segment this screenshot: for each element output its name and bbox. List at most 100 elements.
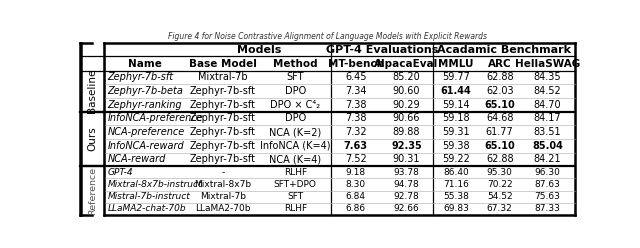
Text: 65.10: 65.10 bbox=[484, 141, 515, 151]
Text: Reference: Reference bbox=[88, 167, 97, 215]
Text: 92.35: 92.35 bbox=[391, 141, 422, 151]
Text: Mistral-7b-instruct: Mistral-7b-instruct bbox=[108, 192, 190, 201]
Text: 6.86: 6.86 bbox=[346, 204, 365, 213]
Text: Ours: Ours bbox=[88, 126, 97, 151]
Text: 75.63: 75.63 bbox=[534, 192, 561, 201]
Text: 92.78: 92.78 bbox=[394, 192, 419, 201]
Text: 90.29: 90.29 bbox=[393, 100, 420, 110]
Text: Base Model: Base Model bbox=[189, 59, 257, 68]
Text: 90.66: 90.66 bbox=[393, 113, 420, 124]
Text: Figure 4 for Noise Contrastive Alignment of Language Models with Explicit Reward: Figure 4 for Noise Contrastive Alignment… bbox=[168, 32, 488, 41]
Text: NCA-reward: NCA-reward bbox=[108, 155, 166, 164]
Text: 83.51: 83.51 bbox=[534, 127, 561, 137]
Text: Mixtral-7b: Mixtral-7b bbox=[200, 192, 246, 201]
Text: 70.22: 70.22 bbox=[487, 180, 513, 189]
Text: DPO: DPO bbox=[285, 86, 306, 96]
Text: Zephyr-ranking: Zephyr-ranking bbox=[108, 100, 182, 110]
Text: GPT-4 Evaluations: GPT-4 Evaluations bbox=[326, 45, 438, 55]
Text: 7.63: 7.63 bbox=[344, 141, 367, 151]
Text: 6.84: 6.84 bbox=[346, 192, 365, 201]
Text: 90.31: 90.31 bbox=[393, 155, 420, 164]
Text: RLHF: RLHF bbox=[284, 168, 307, 177]
Text: 61.44: 61.44 bbox=[441, 86, 472, 96]
Text: 7.34: 7.34 bbox=[345, 86, 366, 96]
Text: 69.83: 69.83 bbox=[443, 204, 469, 213]
Text: GPT-4: GPT-4 bbox=[108, 168, 133, 177]
Text: LLaMA2-70b: LLaMA2-70b bbox=[195, 204, 251, 213]
Text: 90.60: 90.60 bbox=[393, 86, 420, 96]
Text: 89.88: 89.88 bbox=[393, 127, 420, 137]
Text: Zephyr-7b-sft: Zephyr-7b-sft bbox=[190, 113, 256, 124]
Text: Zephyr-7b-sft: Zephyr-7b-sft bbox=[108, 72, 173, 82]
Text: 96.30: 96.30 bbox=[534, 168, 561, 177]
Text: 54.52: 54.52 bbox=[487, 192, 513, 201]
Text: 87.63: 87.63 bbox=[534, 180, 561, 189]
Text: Zephyr-7b-sft: Zephyr-7b-sft bbox=[190, 100, 256, 110]
Text: Models: Models bbox=[237, 45, 281, 55]
Text: Acadamic Benchmark: Acadamic Benchmark bbox=[437, 45, 571, 55]
Text: 86.40: 86.40 bbox=[444, 168, 469, 177]
Text: 93.78: 93.78 bbox=[394, 168, 419, 177]
Text: 59.14: 59.14 bbox=[442, 100, 470, 110]
Text: 6.45: 6.45 bbox=[345, 72, 366, 82]
Text: 59.38: 59.38 bbox=[442, 141, 470, 151]
Text: 71.16: 71.16 bbox=[443, 180, 469, 189]
Text: Zephyr-7b-sft: Zephyr-7b-sft bbox=[190, 155, 256, 164]
Text: SFT: SFT bbox=[287, 192, 303, 201]
Text: 59.22: 59.22 bbox=[442, 155, 470, 164]
Text: LLaMA2-chat-70b: LLaMA2-chat-70b bbox=[108, 204, 186, 213]
Text: 7.38: 7.38 bbox=[345, 113, 366, 124]
Text: 84.52: 84.52 bbox=[534, 86, 561, 96]
Text: NCA (K=2): NCA (K=2) bbox=[269, 127, 321, 137]
Text: 84.70: 84.70 bbox=[534, 100, 561, 110]
Text: 85.20: 85.20 bbox=[393, 72, 420, 82]
Text: 67.32: 67.32 bbox=[487, 204, 513, 213]
Text: 62.88: 62.88 bbox=[486, 72, 513, 82]
Text: 92.66: 92.66 bbox=[394, 204, 419, 213]
Text: DPO × C⁴₂: DPO × C⁴₂ bbox=[270, 100, 320, 110]
Text: HellaSWAG: HellaSWAG bbox=[515, 59, 580, 68]
Text: AlpacaEval: AlpacaEval bbox=[374, 59, 438, 68]
Text: InfoNCA (K=4): InfoNCA (K=4) bbox=[260, 141, 330, 151]
Text: 62.03: 62.03 bbox=[486, 86, 513, 96]
Text: MT-bench: MT-bench bbox=[328, 59, 383, 68]
Text: Mixtral-8x7b-instruct: Mixtral-8x7b-instruct bbox=[108, 180, 202, 189]
Text: 84.21: 84.21 bbox=[534, 155, 561, 164]
Text: Name: Name bbox=[128, 59, 162, 68]
Text: ARC: ARC bbox=[488, 59, 511, 68]
Text: SFT: SFT bbox=[287, 72, 304, 82]
Text: 84.17: 84.17 bbox=[534, 113, 561, 124]
Text: InfoNCA-preference: InfoNCA-preference bbox=[108, 113, 204, 124]
Text: MMLU: MMLU bbox=[438, 59, 474, 68]
Text: 59.18: 59.18 bbox=[442, 113, 470, 124]
Text: 9.18: 9.18 bbox=[346, 168, 365, 177]
Text: 7.52: 7.52 bbox=[345, 155, 367, 164]
Text: Baseline: Baseline bbox=[88, 69, 97, 113]
Text: InfoNCA-reward: InfoNCA-reward bbox=[108, 141, 184, 151]
Text: Mixtral-8x7b: Mixtral-8x7b bbox=[195, 180, 252, 189]
Text: Mixtral-7b: Mixtral-7b bbox=[198, 72, 248, 82]
Text: Zephyr-7b-sft: Zephyr-7b-sft bbox=[190, 127, 256, 137]
Text: Zephyr-7b-sft: Zephyr-7b-sft bbox=[190, 86, 256, 96]
Text: NCA-preference: NCA-preference bbox=[108, 127, 185, 137]
Text: DPO: DPO bbox=[285, 113, 306, 124]
Text: 95.30: 95.30 bbox=[487, 168, 513, 177]
Text: 59.31: 59.31 bbox=[442, 127, 470, 137]
Text: 7.32: 7.32 bbox=[345, 127, 367, 137]
Text: 59.77: 59.77 bbox=[442, 72, 470, 82]
Text: NCA (K=4): NCA (K=4) bbox=[269, 155, 321, 164]
Text: Method: Method bbox=[273, 59, 317, 68]
Text: 61.77: 61.77 bbox=[486, 127, 514, 137]
Text: RLHF: RLHF bbox=[284, 204, 307, 213]
Text: 8.30: 8.30 bbox=[346, 180, 365, 189]
Text: 64.68: 64.68 bbox=[486, 113, 513, 124]
Text: 84.35: 84.35 bbox=[534, 72, 561, 82]
Text: 87.33: 87.33 bbox=[534, 204, 561, 213]
Text: 55.38: 55.38 bbox=[443, 192, 469, 201]
Text: Zephyr-7b-beta: Zephyr-7b-beta bbox=[108, 86, 184, 96]
Text: Zephyr-7b-sft: Zephyr-7b-sft bbox=[190, 141, 256, 151]
Text: SFT+DPO: SFT+DPO bbox=[274, 180, 317, 189]
Text: 85.04: 85.04 bbox=[532, 141, 563, 151]
Text: -: - bbox=[221, 168, 225, 177]
Text: 65.10: 65.10 bbox=[484, 100, 515, 110]
